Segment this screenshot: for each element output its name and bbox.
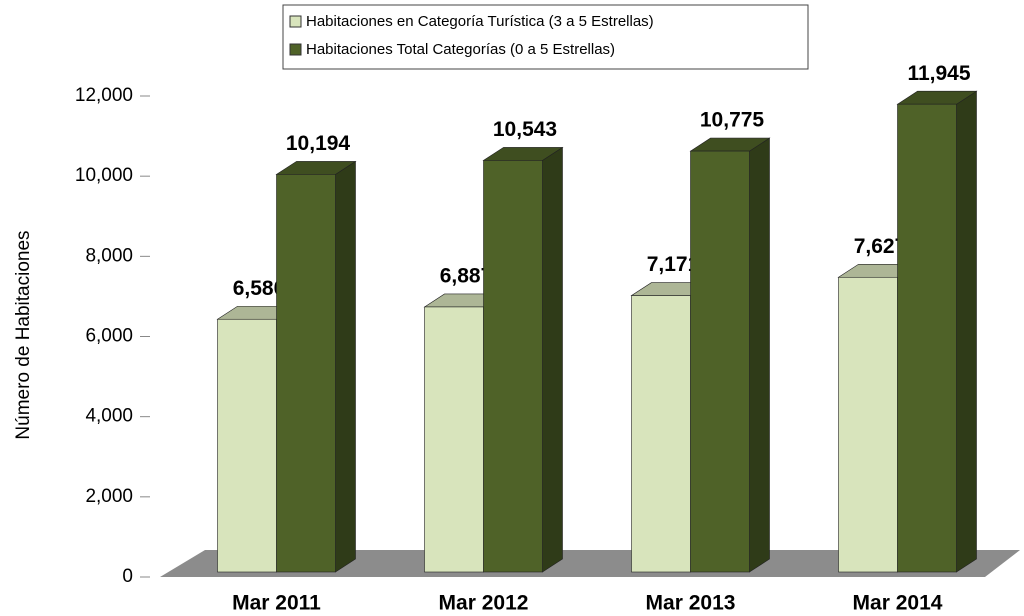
legend-label: Habitaciones Total Categorías (0 a 5 Est… [306,41,615,58]
bar-front [276,174,336,573]
bar [689,137,771,573]
y-tick-label: 8,000 [85,245,133,266]
value-label: 7,627 [854,235,907,258]
bar-side [335,160,356,573]
x-tick-label: Mar 2012 [439,592,529,615]
bar [896,90,978,573]
x-tick-label: Mar 2014 [853,592,943,615]
legend-swatch [289,15,302,28]
bar-side [542,146,563,573]
value-label: 11,945 [907,62,970,85]
legend-label: Habitaciones en Categoría Turística (3 a… [306,13,654,30]
bar [482,146,564,573]
y-tick-label: 0 [122,566,133,587]
y-tick-label: 12,000 [75,85,133,106]
x-tick-label: Mar 2011 [232,592,321,615]
value-label: 6,887 [440,264,493,287]
bar-side [749,137,770,573]
bar [275,160,357,573]
bar-front [424,306,484,573]
y-tick-label: 4,000 [85,406,133,427]
bar-front [838,276,898,573]
bar-front [631,295,691,573]
floor [160,550,1020,577]
y-axis-label: Número de Habitaciones [13,230,34,439]
bar-side [956,90,977,573]
legend-swatch [289,43,302,56]
y-tick-label: 10,000 [75,165,133,186]
bar-front [217,318,277,573]
value-label: 10,194 [286,132,351,155]
y-tick-label: 6,000 [85,326,133,347]
value-label: 10,543 [493,118,557,141]
x-tick-label: Mar 2013 [646,592,736,615]
value-label: 6,580 [233,277,286,300]
y-tick-label: 2,000 [85,486,133,507]
value-label: 10,775 [700,109,765,132]
bar-front [690,150,750,573]
bar-front [897,103,957,573]
value-label: 7,171 [647,253,700,276]
legend [282,4,809,70]
bar-front [483,160,543,573]
